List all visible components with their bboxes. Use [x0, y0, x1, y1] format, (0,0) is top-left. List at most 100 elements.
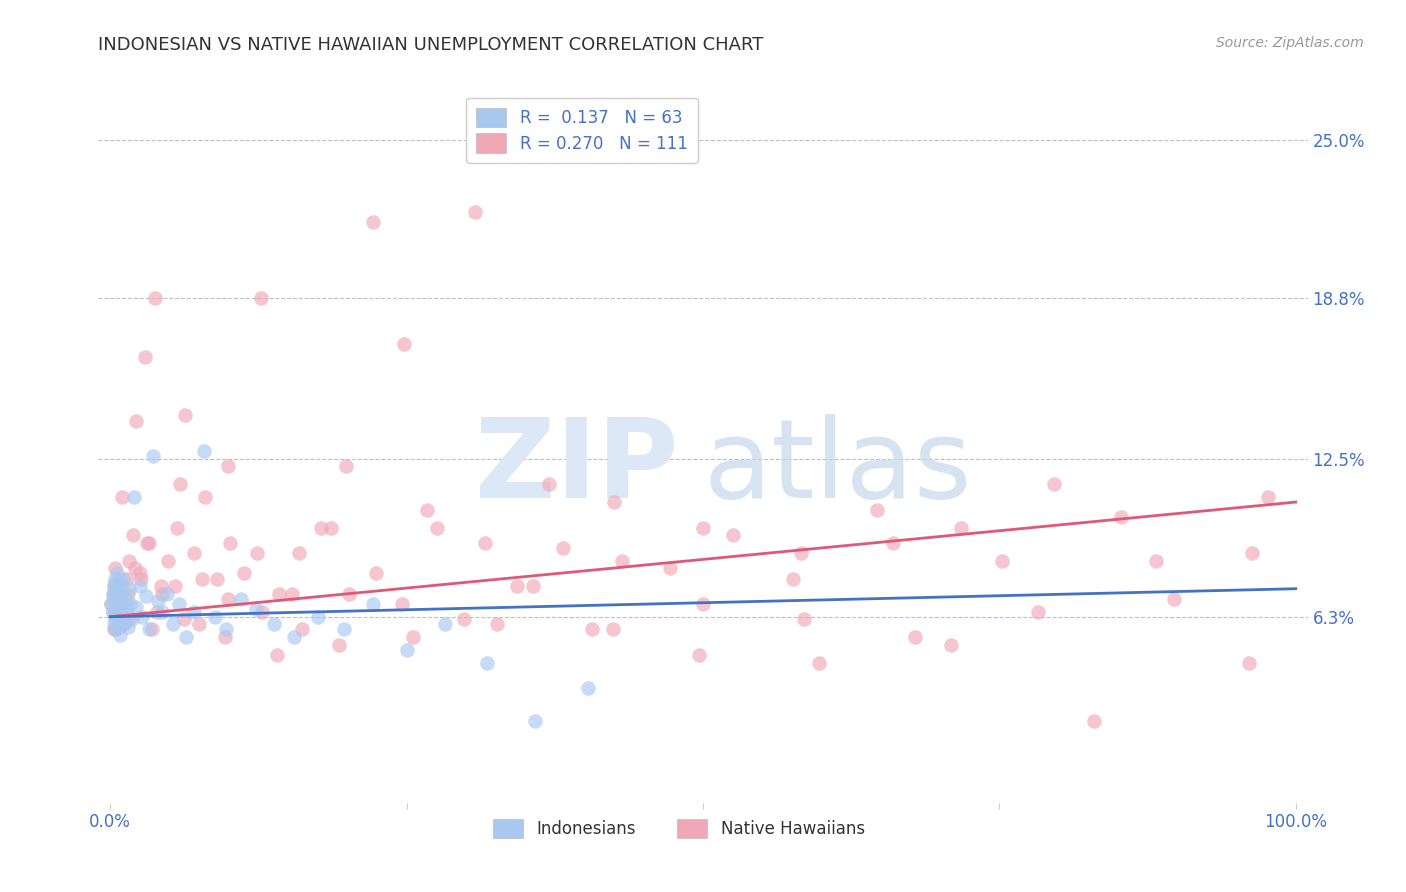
Point [790, 546, 813, 560]
Point [721, 528, 744, 542]
Point [108, 607, 131, 622]
Point [173, 612, 195, 626]
Point [141, 623, 163, 637]
Point [152, 587, 174, 601]
Point [950, 520, 973, 534]
Point [142, 449, 165, 463]
Point [104, 572, 127, 586]
Point [136, 536, 159, 550]
Point [103, 623, 125, 637]
Point [125, 599, 148, 614]
Point [107, 591, 129, 606]
Point [188, 617, 211, 632]
Point [101, 587, 124, 601]
Point [111, 584, 134, 599]
Point [165, 579, 187, 593]
Point [107, 597, 129, 611]
Point [112, 617, 135, 632]
Point [157, 554, 180, 568]
Point [118, 554, 141, 568]
Point [104, 561, 127, 575]
Point [104, 612, 127, 626]
Point [1257, 490, 1279, 504]
Point [112, 572, 135, 586]
Point [169, 477, 191, 491]
Point [118, 582, 141, 596]
Text: ZIP: ZIP [475, 414, 679, 521]
Point [939, 638, 962, 652]
Point [395, 643, 418, 657]
Point [108, 574, 131, 588]
Point [110, 590, 132, 604]
Point [307, 609, 329, 624]
Point [215, 623, 238, 637]
Point [1144, 554, 1167, 568]
Point [105, 623, 128, 637]
Point [245, 602, 267, 616]
Point [104, 594, 127, 608]
Text: INDONESIAN VS NATIVE HAWAIIAN UNEMPLOYMENT CORRELATION CHART: INDONESIAN VS NATIVE HAWAIIAN UNEMPLOYME… [98, 36, 763, 54]
Point [263, 617, 285, 632]
Point [105, 587, 128, 601]
Point [523, 714, 546, 729]
Point [581, 623, 603, 637]
Point [250, 291, 273, 305]
Point [174, 630, 197, 644]
Point [205, 572, 228, 586]
Point [553, 541, 575, 555]
Point [190, 572, 212, 586]
Point [335, 459, 357, 474]
Point [612, 554, 634, 568]
Point [183, 546, 205, 560]
Point [174, 409, 197, 423]
Point [107, 599, 129, 614]
Point [1111, 510, 1133, 524]
Point [333, 623, 356, 637]
Point [217, 591, 239, 606]
Point [214, 630, 236, 644]
Point [453, 612, 475, 626]
Point [129, 572, 152, 586]
Point [124, 561, 146, 575]
Point [146, 594, 169, 608]
Point [103, 584, 125, 599]
Point [162, 617, 184, 632]
Point [990, 554, 1012, 568]
Point [122, 490, 145, 504]
Point [363, 597, 385, 611]
Point [107, 587, 129, 601]
Point [103, 576, 125, 591]
Point [576, 681, 599, 695]
Point [603, 495, 626, 509]
Point [364, 566, 387, 581]
Point [145, 605, 167, 619]
Point [103, 617, 125, 632]
Point [904, 630, 927, 644]
Point [319, 520, 342, 534]
Point [183, 605, 205, 619]
Point [105, 605, 128, 619]
Point [233, 566, 256, 581]
Point [166, 520, 188, 534]
Point [129, 579, 152, 593]
Point [219, 536, 242, 550]
Point [280, 587, 302, 601]
Point [250, 605, 273, 619]
Point [506, 579, 529, 593]
Point [246, 546, 269, 560]
Point [108, 627, 131, 641]
Point [416, 502, 439, 516]
Point [485, 617, 508, 632]
Point [474, 536, 496, 550]
Text: atlas: atlas [703, 414, 972, 521]
Point [121, 528, 143, 542]
Point [477, 656, 499, 670]
Point [138, 536, 160, 550]
Point [108, 597, 131, 611]
Point [291, 623, 314, 637]
Point [114, 617, 136, 632]
Point [793, 612, 815, 626]
Point [152, 605, 174, 619]
Point [283, 630, 305, 644]
Point [118, 612, 141, 626]
